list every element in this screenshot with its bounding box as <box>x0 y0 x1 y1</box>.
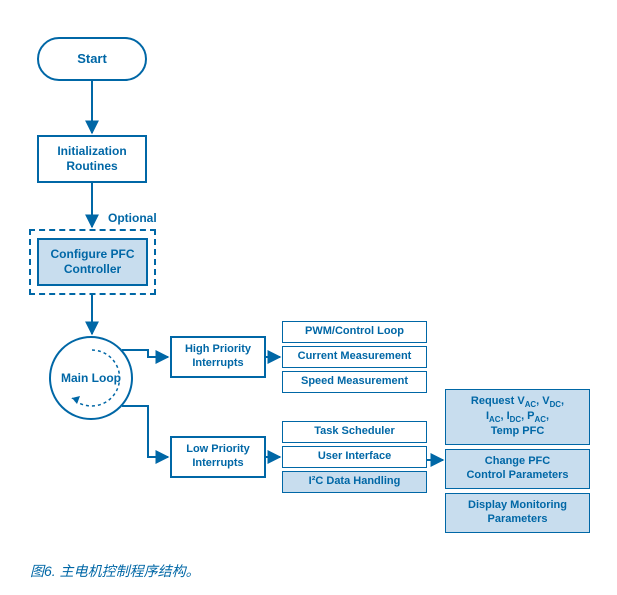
figure-caption: 图6. 主电机控制程序结构。 <box>30 561 200 581</box>
optional-label-text: Optional <box>108 211 157 225</box>
node-main-loop: Main Loop <box>49 336 133 420</box>
node-start: Start <box>37 37 147 81</box>
node-hp-spd-label: Speed Measurement <box>301 375 408 389</box>
node-lp-i2c: I²C Data Handling <box>282 471 427 493</box>
node-side-disp: Display Monitoring Parameters <box>445 493 590 533</box>
node-lp-ui: User Interface <box>282 446 427 468</box>
node-side-chg: Change PFC Control Parameters <box>445 449 590 489</box>
node-side-req-label: Request VAC, VDC,IAC, IDC, PAC,Temp PFC <box>471 395 564 439</box>
node-init: Initialization Routines <box>37 135 147 183</box>
node-side-chg-label: Change PFC Control Parameters <box>466 455 568 483</box>
node-hp-cur-label: Current Measurement <box>298 350 412 364</box>
figure-caption-text: 图6. 主电机控制程序结构。 <box>30 563 200 579</box>
node-main-loop-label: Main Loop <box>61 371 121 386</box>
node-hp-label: High Priority Interrupts <box>185 343 251 371</box>
optional-label: Optional <box>108 211 157 225</box>
node-configure-pfc-label: Configure PFC Controller <box>51 247 135 277</box>
arrow-mainloop-hp <box>122 350 168 357</box>
node-start-label: Start <box>77 51 107 67</box>
arrow-mainloop-lp <box>122 406 168 457</box>
node-lp: Low Priority Interrupts <box>170 436 266 478</box>
node-lp-ui-label: User Interface <box>318 450 391 464</box>
node-side-disp-label: Display Monitoring Parameters <box>468 499 567 527</box>
node-hp-spd: Speed Measurement <box>282 371 427 393</box>
node-side-req: Request VAC, VDC,IAC, IDC, PAC,Temp PFC <box>445 389 590 445</box>
node-configure-pfc: Configure PFC Controller <box>37 238 148 286</box>
node-lp-task-label: Task Scheduler <box>314 425 395 439</box>
node-lp-i2c-label: I²C Data Handling <box>309 475 401 489</box>
node-lp-label: Low Priority Interrupts <box>186 443 250 471</box>
node-init-label: Initialization Routines <box>57 144 126 174</box>
node-hp-cur: Current Measurement <box>282 346 427 368</box>
node-hp: High Priority Interrupts <box>170 336 266 378</box>
node-hp-pwm-label: PWM/Control Loop <box>305 325 404 339</box>
node-lp-task: Task Scheduler <box>282 421 427 443</box>
node-hp-pwm: PWM/Control Loop <box>282 321 427 343</box>
